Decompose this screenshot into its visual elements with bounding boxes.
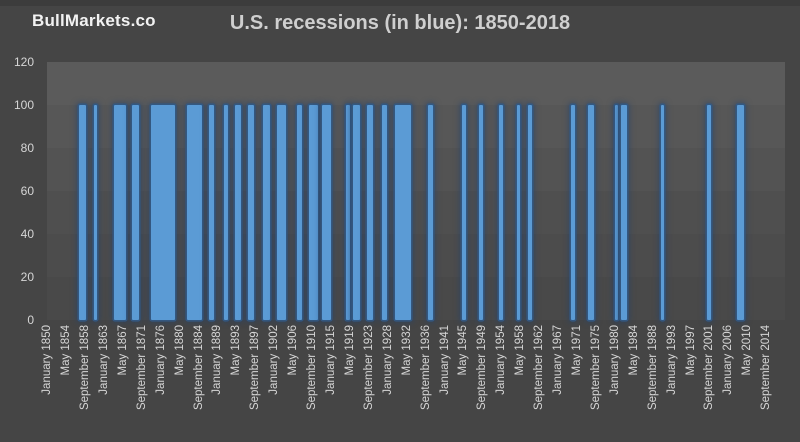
x-tick-label: January 1967 — [552, 325, 565, 395]
x-tick-label: January 1928 — [381, 325, 394, 395]
x-tick-label: September 2014 — [760, 325, 773, 411]
x-tick-label: September 1962 — [533, 325, 546, 411]
y-tick-label: 120 — [13, 55, 34, 69]
x-tick-label: January 1876 — [154, 325, 167, 395]
x-tick-label: September 1858 — [79, 325, 92, 411]
x-tick-label: September 2001 — [703, 325, 716, 411]
x-tick-label: September 1884 — [192, 325, 205, 411]
x-tick-label: May 1906 — [287, 325, 300, 376]
x-tick-label: January 1915 — [325, 325, 338, 395]
x-tick-label: September 1988 — [646, 325, 659, 411]
y-tick-label: 100 — [13, 98, 34, 112]
y-tick-label: 20 — [20, 270, 34, 284]
recession-bar — [262, 105, 270, 320]
x-tick-label: January 1941 — [438, 325, 451, 395]
x-tick-label: January 1993 — [665, 325, 678, 395]
y-tick-label: 80 — [20, 141, 34, 155]
x-tick-label: May 1971 — [571, 325, 584, 376]
recession-bar — [621, 105, 628, 320]
chart-title: U.S. recessions (in blue): 1850-2018 — [229, 12, 571, 34]
x-tick-label: January 1850 — [41, 325, 54, 395]
recession-bar — [587, 105, 594, 320]
recession-bar — [462, 105, 466, 320]
recession-bar — [297, 105, 303, 320]
recession-bar — [352, 105, 360, 320]
x-axis-labels: January 1850 May 1854 September 1858 Januar… — [41, 325, 785, 437]
plot-area — [47, 62, 785, 320]
x-tick-label: January 1980 — [608, 325, 621, 395]
recession-bar — [614, 105, 619, 320]
site-logo: BullMarkets.co — [32, 11, 156, 30]
x-tick-label: May 1919 — [343, 325, 356, 376]
recession-bar — [382, 105, 388, 320]
recession-bar — [428, 105, 434, 320]
recession-bar — [247, 105, 255, 320]
x-tick-label: September 1897 — [249, 325, 262, 411]
recession-bar — [346, 105, 350, 320]
x-tick-label: September 1871 — [135, 325, 148, 411]
y-tick-label: 40 — [20, 227, 34, 241]
recession-bar — [113, 105, 126, 320]
x-tick-label: September 1975 — [589, 325, 602, 411]
x-tick-label: January 1954 — [495, 325, 508, 395]
recession-bar — [367, 105, 373, 320]
recession-bar — [528, 105, 533, 320]
x-tick-label: May 1932 — [400, 325, 413, 376]
recession-bar — [707, 105, 711, 320]
x-tick-label: September 1936 — [419, 325, 432, 411]
recession-bar — [309, 105, 319, 320]
x-tick-label: May 1880 — [173, 325, 186, 376]
x-tick-label: January 2006 — [722, 325, 735, 395]
x-tick-label: May 1867 — [116, 325, 129, 376]
recession-bar — [660, 105, 665, 320]
recession-bar — [79, 105, 87, 320]
y-tick-label: 0 — [27, 313, 34, 327]
recession-bar — [570, 105, 576, 320]
x-tick-label: January 1889 — [211, 325, 224, 395]
x-tick-label: September 1923 — [362, 325, 375, 411]
recession-bar — [93, 105, 98, 320]
recession-bar — [322, 105, 331, 320]
recession-bar — [394, 105, 411, 320]
page-top-edge — [0, 0, 800, 6]
x-tick-label: May 1945 — [457, 325, 470, 376]
y-tick-label: 60 — [20, 184, 34, 198]
x-tick-label: May 2010 — [741, 325, 754, 376]
recession-bar — [276, 105, 286, 320]
recession-bar — [223, 105, 228, 320]
recession-bar — [498, 105, 503, 320]
recession-bar — [516, 105, 521, 320]
x-tick-label: September 1949 — [476, 325, 489, 411]
recession-bar — [150, 105, 175, 320]
x-tick-label: January 1902 — [268, 325, 281, 395]
x-tick-label: May 1958 — [514, 325, 527, 376]
x-tick-label: May 1854 — [60, 325, 73, 376]
x-tick-label: May 1893 — [230, 325, 243, 376]
x-tick-label: May 1984 — [627, 325, 640, 376]
recession-bar — [131, 105, 139, 320]
recession-bar — [209, 105, 215, 320]
y-axis: 0 20 40 60 80 100 120 — [0, 55, 40, 327]
x-tick-label: January 1863 — [97, 325, 110, 395]
recession-bar — [187, 105, 202, 320]
recession-bar — [736, 105, 744, 320]
x-tick-label: September 1910 — [306, 325, 319, 411]
x-tick-label: May 1997 — [684, 325, 697, 376]
recession-bar — [234, 105, 242, 320]
recession-bar — [478, 105, 483, 320]
